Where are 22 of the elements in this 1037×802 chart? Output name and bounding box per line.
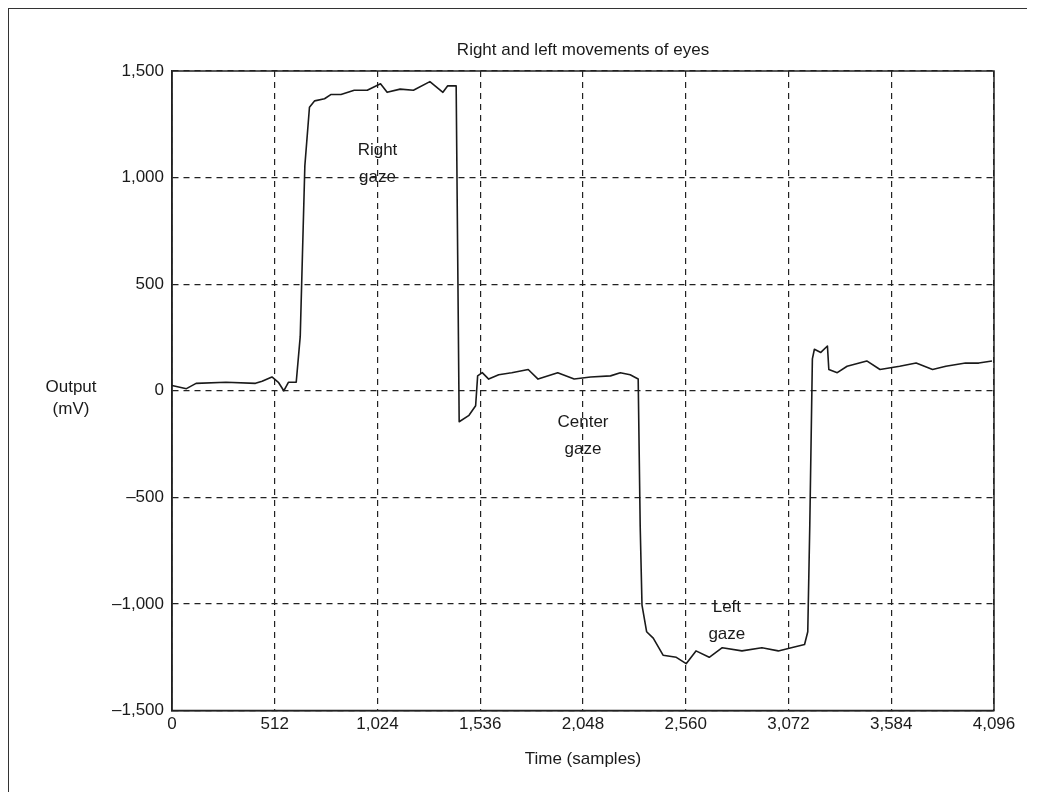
annotation: Right gaze [357, 139, 398, 186]
y-tick-label: 500 [135, 273, 164, 293]
x-tick-label: 2,560 [664, 714, 708, 734]
annotation: Left gaze [708, 597, 746, 644]
y-axis-title: Output (mV) [45, 377, 97, 419]
y-tick-label: 0 [154, 380, 164, 400]
annotation: Center gaze [557, 411, 609, 458]
chart-title: Right and left movements of eyes [456, 40, 710, 60]
y-tick-label: 1,500 [121, 60, 164, 80]
x-tick-label: 1,536 [458, 714, 502, 734]
y-tick-label: –1,500 [112, 700, 164, 720]
x-tick-label: 4,096 [972, 714, 1016, 734]
x-tick-label: 2,048 [561, 714, 605, 734]
x-tick-label: 3,072 [767, 714, 810, 734]
x-axis-title: Time (samples) [524, 748, 642, 768]
x-tick-label: 512 [260, 714, 289, 734]
y-tick-label: –500 [126, 487, 164, 507]
x-tick-label: 0 [167, 714, 177, 734]
y-tick-label: 1,000 [121, 167, 164, 187]
x-tick-label: 3,584 [869, 714, 913, 734]
x-tick-label: 1,024 [356, 714, 399, 734]
y-tick-label: –1,000 [112, 593, 164, 613]
